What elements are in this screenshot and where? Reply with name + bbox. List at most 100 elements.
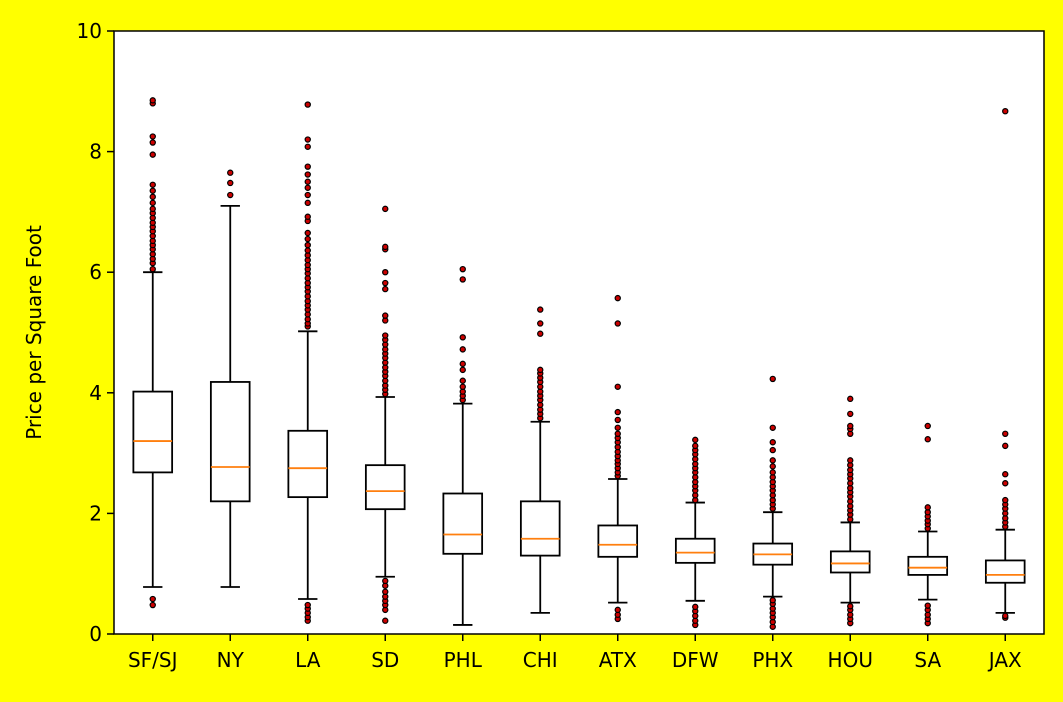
- box-group-1: [209, 169, 251, 588]
- outlier-point-4-7: [459, 346, 466, 353]
- outlier-point-3-29: [382, 205, 389, 213]
- outlier-point-6-14: [614, 424, 621, 431]
- outlier-point-7-4: [692, 603, 699, 611]
- x-tick-label-6: ATX: [599, 648, 637, 672]
- outlier-point-2-33: [304, 163, 311, 170]
- iqr-box-7: [674, 537, 716, 564]
- x-tick-label-2: LA: [295, 648, 321, 672]
- outlier-point-0-24: [149, 97, 156, 104]
- x-tick-label-3: SD: [371, 648, 399, 672]
- outlier-point-8-19: [769, 439, 776, 446]
- box-group-2: [287, 101, 329, 624]
- iqr-box-1: [209, 381, 251, 503]
- outlier-point-2-29: [304, 191, 311, 199]
- y-tick-label-0: 0: [89, 622, 102, 646]
- outlier-point-2-27: [304, 213, 311, 220]
- outlier-point-4-6: [459, 360, 466, 368]
- box-series: [132, 97, 1026, 630]
- iqr-box-11: [984, 559, 1026, 584]
- outlier-point-4-3: [459, 383, 466, 390]
- box-group-9: [829, 395, 871, 627]
- plot-frame: [113, 30, 1045, 635]
- outlier-point-3-25: [382, 279, 389, 287]
- outlier-point-6-17: [614, 383, 621, 390]
- outlier-point-9-18: [847, 457, 854, 464]
- plot-area: [114, 31, 1044, 634]
- outlier-point-3-24: [382, 285, 389, 293]
- outlier-point-2-30: [304, 184, 311, 191]
- outlier-point-2-25: [304, 229, 311, 237]
- outlier-point-4-9: [459, 276, 466, 283]
- outlier-point-3-5: [382, 588, 389, 595]
- outlier-point-1-0: [227, 191, 234, 199]
- outlier-point-10-4: [924, 602, 931, 609]
- outlier-point-2-23: [304, 241, 311, 249]
- outlier-point-0-22: [149, 133, 156, 140]
- outlier-point-11-9: [1002, 480, 1009, 487]
- outlier-point-0-1: [149, 595, 156, 603]
- outlier-point-4-5: [459, 366, 466, 374]
- box-group-0: [132, 97, 174, 609]
- y-axis-label: Price per Square Foot: [22, 225, 46, 440]
- outlier-point-7-18: [692, 436, 699, 444]
- outlier-point-3-21: [382, 332, 389, 339]
- outlier-point-8-20: [769, 424, 776, 431]
- box-group-4: [442, 265, 484, 626]
- y-tick-label-1: 2: [89, 501, 102, 525]
- outlier-point-8-6: [769, 597, 776, 604]
- outlier-point-6-13: [614, 430, 621, 438]
- outlier-point-9-4: [847, 603, 854, 610]
- x-tick-label-8: PHX: [752, 648, 793, 672]
- outlier-point-1-1: [227, 179, 234, 187]
- outlier-point-5-11: [537, 366, 544, 374]
- outlier-point-11-10: [1002, 471, 1009, 478]
- y-tick-label-3: 6: [89, 260, 102, 284]
- iqr-box-9: [829, 550, 871, 574]
- outlier-point-11-13: [1002, 107, 1009, 115]
- outlier-point-0-18: [149, 187, 156, 194]
- x-tick-label-0: SF/SJ: [128, 648, 178, 672]
- box-group-3: [364, 205, 406, 624]
- iqr-box-3: [364, 464, 406, 511]
- iqr-box-2: [287, 429, 329, 499]
- outlier-point-2-22: [304, 247, 311, 254]
- x-tick-label-11: JAX: [987, 648, 1022, 672]
- box-group-5: [519, 306, 561, 614]
- outlier-point-6-2: [614, 606, 621, 614]
- outlier-point-3-0: [382, 617, 389, 624]
- outlier-point-10-12: [924, 422, 931, 430]
- outlier-point-8-18: [769, 446, 776, 454]
- outlier-point-11-12: [1002, 430, 1009, 438]
- box-group-11: [984, 107, 1026, 621]
- outlier-point-7-17: [692, 442, 699, 450]
- outlier-point-1-2: [227, 169, 234, 176]
- outlier-point-2-34: [304, 143, 311, 150]
- outlier-point-10-10: [924, 504, 931, 511]
- x-tick-label-5: CHI: [523, 648, 558, 672]
- outlier-point-9-21: [847, 422, 854, 430]
- x-tick-label-7: DFW: [672, 648, 719, 672]
- x-axis: SF/SJ NY LA SD PHL CHI ATX DFW PHX HOU SA JAX: [128, 634, 1022, 672]
- box-group-6: [597, 294, 639, 623]
- y-tick-label-5: 10: [77, 19, 102, 43]
- y-tick-label-2: 4: [89, 381, 102, 405]
- outlier-point-11-1: [1002, 612, 1009, 620]
- outlier-point-8-21: [769, 375, 776, 383]
- outlier-point-2-36: [304, 101, 311, 108]
- outlier-point-11-8: [1002, 496, 1009, 504]
- box-group-10: [907, 422, 949, 627]
- outlier-point-9-22: [847, 410, 854, 418]
- outlier-point-11-11: [1002, 442, 1009, 450]
- outlier-point-2-4: [304, 601, 311, 609]
- y-axis: 0 2 4 6 8 10: [77, 19, 114, 646]
- outlier-point-3-23: [382, 312, 389, 319]
- box-group-7: [674, 436, 716, 629]
- outlier-point-6-19: [614, 294, 621, 302]
- iqr-box-10: [907, 555, 949, 576]
- outlier-point-2-35: [304, 136, 311, 143]
- x-tick-label-10: SA: [914, 648, 941, 672]
- outlier-point-4-10: [459, 265, 466, 273]
- outlier-point-5-13: [537, 320, 544, 327]
- outlier-point-2-24: [304, 235, 311, 243]
- outlier-point-2-32: [304, 171, 311, 178]
